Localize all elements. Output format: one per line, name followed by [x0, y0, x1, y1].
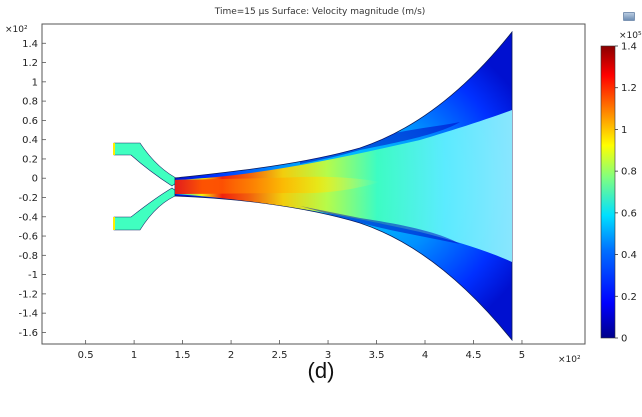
- colorbar-tick-label: 1.4: [621, 42, 637, 53]
- figure-caption: (d): [307, 358, 335, 383]
- y-tick-label: -0.6: [18, 232, 38, 243]
- x-tick-label: 1.5: [175, 350, 191, 361]
- window-icon[interactable]: [623, 12, 635, 21]
- plot-title: Time=15 µs Surface: Velocity magnitude (…: [214, 7, 426, 17]
- y-tick-label: -1.2: [18, 289, 38, 300]
- inlet-arm-bottom: [113, 187, 181, 231]
- x-tick-label: 1: [131, 350, 137, 361]
- y-axis-ticks: 1.4 1.2 1 0.8 0.6 0.4 0.2 0 -0.2 -0.4 -0.6 -0.8 -1 -1…: [18, 39, 46, 339]
- flow-domain: [113, 30, 513, 342]
- x-tick-label: 0.5: [78, 350, 94, 361]
- colorbar-scale: [600, 45, 616, 339]
- y-tick-label: 1.2: [22, 58, 38, 69]
- x-axis-exponent: ×10²: [558, 355, 581, 365]
- y-tick-label: 0.2: [22, 154, 38, 165]
- colorbar: ×10⁵ 1.4 1.2 1 0.8 0.6 0.4 0.2 0: [600, 31, 642, 345]
- x-tick-label: 3: [325, 350, 331, 361]
- colorbar-exponent: ×10⁵: [619, 31, 642, 41]
- y-tick-label: -0.8: [18, 251, 38, 262]
- x-tick-label: 4: [422, 350, 428, 361]
- y-tick-label: 0.8: [22, 97, 38, 108]
- inlet-arm-top: [113, 142, 181, 187]
- x-tick-label: 5: [519, 350, 525, 361]
- vortex-streak-lower: [300, 206, 460, 244]
- colorbar-tick-label: 0.4: [621, 250, 637, 261]
- y-tick-label: -1.6: [18, 328, 38, 339]
- y-tick-label: 0.4: [22, 135, 38, 146]
- x-tick-label: 4.5: [466, 350, 482, 361]
- colorbar-tick-label: 1: [621, 125, 627, 136]
- y-tick-label: 1: [32, 77, 38, 88]
- colorbar-tick-label: 0.2: [621, 292, 637, 303]
- jet-core: [175, 176, 380, 194]
- x-tick-label: 2: [228, 350, 234, 361]
- colorbar-tick-label: 1.2: [621, 83, 637, 94]
- x-axis-ticks: 0.5 1 1.5 2 2.5 3 3.5 4 4.5 5: [78, 340, 525, 361]
- colorbar-tick-label: 0.8: [621, 167, 637, 178]
- colorbar-ticks: 1.4 1.2 1 0.8 0.6 0.4 0.2 0: [615, 42, 637, 345]
- x-tick-label: 3.5: [369, 350, 385, 361]
- vortex-streak-upper: [300, 122, 460, 164]
- x-tick-label: 2.5: [272, 350, 288, 361]
- y-tick-label: -1.4: [18, 309, 38, 320]
- y-tick-label: 0.6: [22, 116, 38, 127]
- y-tick-label: -0.2: [18, 193, 38, 204]
- y-tick-label: 0: [32, 174, 38, 185]
- y-tick-label: -0.4: [18, 212, 38, 223]
- colorbar-tick-label: 0: [621, 334, 627, 345]
- colorbar-tick-label: 0.6: [621, 208, 637, 219]
- y-tick-label: 1.4: [22, 39, 38, 50]
- y-axis-exponent: ×10²: [5, 25, 28, 35]
- y-tick-label: -1: [28, 270, 38, 281]
